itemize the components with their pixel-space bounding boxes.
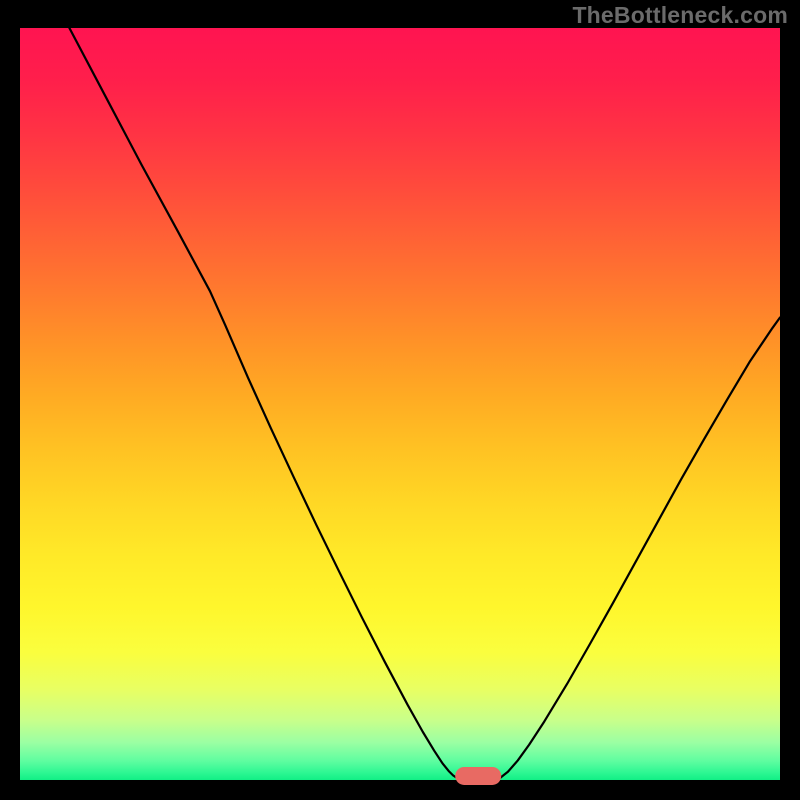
left-curve [69, 28, 463, 780]
plot-area [20, 28, 780, 780]
chart-frame: TheBottleneck.com [0, 0, 800, 800]
optimal-marker [455, 767, 501, 785]
right-curve [494, 318, 780, 780]
bottleneck-curves [20, 28, 780, 780]
watermark-text: TheBottleneck.com [572, 2, 788, 29]
